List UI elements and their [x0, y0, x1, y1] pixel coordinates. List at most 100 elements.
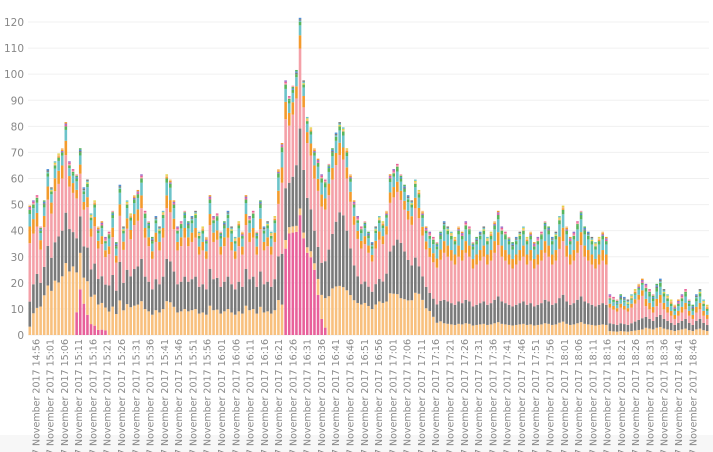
- bar-cap-segment: [237, 221, 241, 223]
- bar-segment: [345, 152, 349, 157]
- bar-cap-segment: [525, 238, 529, 240]
- bar-cap-segment: [687, 300, 691, 303]
- bar-segment: [597, 241, 601, 245]
- x-tick-label: 7 November 2017 16:06: [231, 339, 242, 452]
- bar-segment: [424, 286, 428, 309]
- bar-segment: [75, 178, 78, 182]
- bar-cap-segment: [64, 122, 68, 124]
- bar-cap-segment: [89, 216, 93, 218]
- bar-segment: [154, 232, 158, 242]
- bar-segment: [287, 100, 291, 104]
- bar-segment: [154, 241, 158, 280]
- bar-segment: [205, 258, 208, 290]
- bar-segment: [60, 155, 64, 166]
- bar-segment: [352, 300, 356, 335]
- bar-segment: [233, 289, 237, 315]
- bar-segment: [489, 239, 493, 251]
- bar-cap-segment: [338, 123, 341, 125]
- bar-segment: [100, 225, 104, 229]
- bar-cap-segment: [143, 210, 147, 213]
- bar-cap-segment: [140, 174, 143, 176]
- bar-segment: [147, 225, 150, 229]
- bar-cap-segment: [118, 187, 122, 189]
- bar-segment: [338, 130, 341, 143]
- bar-segment: [269, 254, 273, 287]
- bar-segment: [547, 230, 550, 235]
- bar-cap-segment: [194, 213, 197, 216]
- bar-segment: [143, 227, 147, 238]
- x-tick-label: 7 November 2017 17:36: [488, 339, 499, 452]
- bar-segment: [684, 318, 687, 329]
- bar-segment: [677, 315, 680, 323]
- bar-segment: [75, 181, 78, 190]
- bar-segment: [507, 254, 511, 265]
- bar-segment: [165, 208, 169, 259]
- bar-segment: [540, 235, 543, 240]
- bar-segment: [104, 250, 107, 258]
- bar-segment: [64, 126, 68, 130]
- bar-segment: [626, 303, 630, 305]
- bar-segment: [572, 239, 576, 251]
- bar-segment: [630, 299, 633, 304]
- bar-segment: [161, 227, 165, 238]
- bar-segment: [197, 313, 201, 335]
- bar-cap-segment: [35, 195, 39, 197]
- bar-cap-segment: [615, 302, 619, 304]
- bar-segment: [226, 276, 230, 310]
- bar-segment: [666, 298, 669, 302]
- bar-cap-segment: [450, 233, 453, 235]
- bar-cap-segment: [540, 231, 543, 234]
- bar-segment: [633, 303, 637, 322]
- bar-segment: [316, 294, 320, 335]
- bar-cap-segment: [143, 212, 147, 214]
- bar-segment: [302, 87, 305, 96]
- bar-segment: [540, 239, 543, 251]
- bar-segment: [334, 140, 338, 153]
- bar-cap-segment: [623, 296, 626, 299]
- bar-segment: [165, 195, 169, 209]
- bar-cap-segment: [341, 127, 345, 129]
- bar-segment: [644, 306, 648, 317]
- bar-segment: [295, 86, 298, 99]
- bar-segment: [273, 232, 277, 242]
- bar-segment: [421, 235, 424, 277]
- bar-segment: [554, 250, 558, 261]
- bar-segment: [107, 285, 111, 312]
- bar-cap-segment: [226, 212, 230, 214]
- bar-segment: [96, 248, 100, 280]
- bar-segment: [587, 260, 590, 304]
- bar-cap-segment: [687, 302, 691, 304]
- bar-cap-segment: [439, 231, 442, 234]
- bar-segment: [511, 325, 514, 335]
- x-tick-label: 7 November 2017 17:46: [517, 339, 528, 452]
- bar-segment: [212, 223, 215, 233]
- bar-segment: [435, 322, 439, 335]
- bar-cap-segment: [100, 222, 104, 225]
- bar-segment: [248, 279, 251, 311]
- bar-segment: [680, 298, 684, 302]
- bar-cap-segment: [406, 196, 410, 198]
- bar-segment: [435, 304, 439, 323]
- bar-segment: [269, 313, 273, 335]
- bar-segment: [28, 213, 32, 227]
- bar-segment: [522, 323, 525, 335]
- bar-segment: [493, 252, 496, 300]
- bar-cap-segment: [46, 169, 50, 171]
- bar-segment: [302, 107, 305, 170]
- bar-segment: [428, 310, 432, 335]
- bar-segment: [122, 249, 125, 283]
- bar-cap-segment: [215, 216, 219, 218]
- bar-cap-segment: [695, 294, 698, 296]
- bar-segment: [507, 324, 511, 335]
- bar-segment: [453, 241, 457, 245]
- bar-segment: [169, 261, 172, 303]
- bar-segment: [165, 301, 169, 335]
- bar-cap-segment: [507, 236, 511, 239]
- bar-segment: [295, 98, 298, 166]
- bar-segment: [331, 288, 334, 335]
- bar-segment: [460, 235, 464, 240]
- bar-cap-segment: [421, 212, 424, 214]
- bar-cap-segment: [705, 304, 709, 307]
- bar-cap-segment: [313, 151, 316, 153]
- bar-segment: [111, 237, 114, 276]
